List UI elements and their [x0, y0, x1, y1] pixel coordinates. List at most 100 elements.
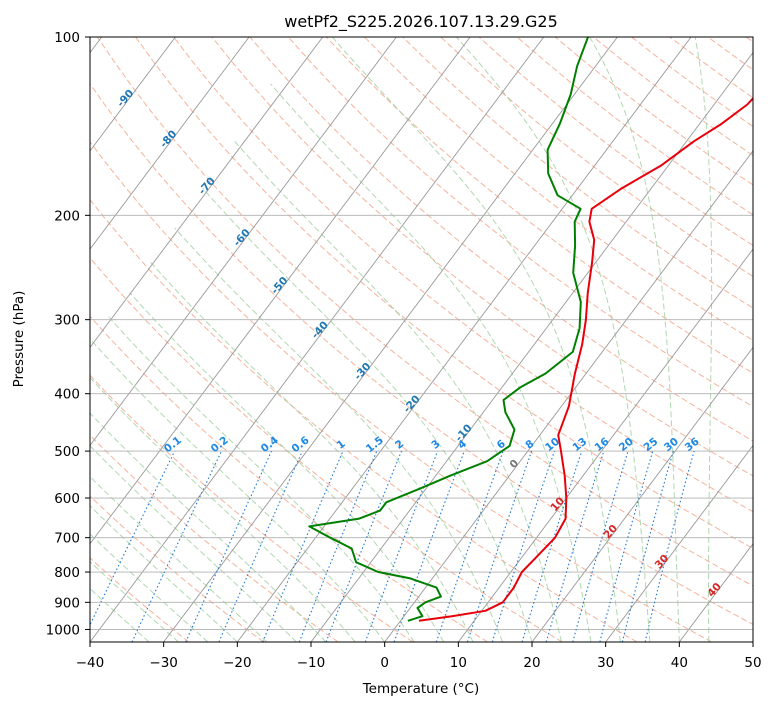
isotherm-line — [90, 37, 397, 447]
mixing-ratio-label: 3 — [429, 438, 442, 452]
plot-frame — [89, 36, 754, 643]
moist-adiabat-line — [694, 37, 713, 642]
dry-adiabat-line — [90, 434, 339, 642]
mixing-ratio-line — [393, 450, 465, 642]
dry-adiabat-label: -60 — [231, 227, 253, 249]
isotherm-line — [605, 444, 753, 642]
dry-adiabat-line — [90, 198, 638, 642]
dry-adiabat-line — [96, 37, 753, 587]
dry-adiabat-line — [90, 257, 563, 642]
isotherm-line — [90, 37, 324, 349]
moist-adiabat-label: 0 — [507, 457, 521, 470]
x-tick-label: −20 — [223, 655, 252, 671]
dry-adiabat-line — [135, 37, 753, 550]
mixing-ratio-line — [435, 450, 504, 642]
dry-adiabat-line — [287, 37, 753, 408]
mixing-ratio-line — [491, 450, 555, 642]
y-tick-label: 500 — [54, 444, 80, 460]
isotherm-line — [163, 37, 618, 642]
x-tick-label: −10 — [297, 655, 326, 671]
isotherm-line — [752, 641, 753, 642]
dry-adiabat-line — [325, 37, 753, 374]
mixing-ratio-label: 8 — [523, 438, 536, 452]
dry-adiabat-line — [402, 37, 753, 309]
mixing-ratio-line — [644, 450, 695, 642]
dry-adiabat-line — [90, 315, 488, 642]
mixing-ratio-line — [131, 450, 223, 642]
isotherm-line — [90, 37, 545, 642]
x-tick-label: 30 — [597, 655, 614, 671]
chart-title: wetPf2_S225.2026.107.13.29.G25 — [284, 12, 558, 32]
isotherm-line — [236, 37, 692, 642]
x-tick-label: 20 — [523, 655, 540, 671]
y-tick-label: 200 — [54, 208, 80, 224]
mixing-ratio-label: 2 — [393, 438, 406, 452]
isotherm-line — [457, 248, 753, 642]
y-tick-label: 700 — [54, 531, 80, 547]
y-tick-label: 1000 — [46, 622, 80, 638]
moist-adiabat-line — [174, 227, 503, 642]
isotherm-line — [90, 37, 471, 545]
dry-adiabat-label: -30 — [352, 361, 374, 383]
mixing-ratio-label: 0.2 — [209, 434, 231, 455]
mixing-ratio-line — [262, 450, 344, 642]
sounding-series — [308, 37, 753, 622]
mixing-ratio-label: 1.5 — [364, 434, 386, 455]
mixing-ratio-line — [621, 450, 674, 642]
dry-adiabat-line — [440, 37, 753, 278]
y-axis-label: Pressure (hPa) — [11, 291, 27, 388]
dry-adiabat-label: -20 — [401, 393, 423, 415]
moist-adiabat-line — [90, 505, 238, 642]
x-tick-label: 40 — [671, 655, 688, 671]
mixing-ratio-line — [572, 450, 629, 642]
x-tick-label: 50 — [744, 655, 761, 671]
isotherm-line — [90, 37, 250, 250]
moist-adiabat-label: 30 — [653, 552, 672, 571]
y-tick-label: 600 — [54, 491, 80, 507]
grid-lines — [90, 37, 753, 642]
mixing-ratio-line — [185, 450, 273, 642]
dry-adiabat-line — [90, 374, 414, 642]
dewpoint-profile — [308, 37, 589, 622]
dry-adiabat-line — [364, 37, 753, 341]
isotherm-line — [678, 543, 753, 642]
mixing-ratio-line — [466, 450, 533, 642]
moist-adiabat-line — [90, 377, 356, 642]
isotherm-line — [310, 51, 753, 642]
dry-adiabat-line — [90, 140, 712, 642]
dry-adiabat-label: -80 — [158, 128, 180, 150]
dry-adiabat-label: -40 — [309, 319, 331, 341]
mixing-ratio-label: 0.4 — [259, 434, 281, 455]
dry-adiabat-line — [90, 557, 190, 642]
moist-adiabat-line — [90, 475, 268, 642]
dry-adiabat-line — [211, 37, 753, 477]
y-tick-label: 800 — [54, 565, 80, 581]
y-tick-label: 300 — [54, 313, 80, 329]
moist-adiabat-line — [589, 37, 680, 642]
moist-adiabat-line — [90, 339, 386, 642]
moist-adiabat-line — [90, 412, 327, 642]
moist-adiabat-line — [90, 560, 179, 642]
dry-adiabat-line — [745, 37, 753, 43]
y-tick-label: 100 — [54, 30, 80, 46]
dry-adiabat-label: -90 — [115, 87, 137, 109]
moist-adiabat-line — [129, 292, 445, 642]
dry-adiabat-line — [90, 495, 264, 642]
moist-adiabat-line — [107, 314, 415, 642]
mixing-ratio-label: 0.1 — [162, 434, 184, 455]
mixing-ratio-line — [545, 450, 605, 642]
moist-adiabat-label: 40 — [705, 581, 724, 600]
mixing-ratio-line — [218, 450, 303, 642]
x-tick-label: −30 — [149, 655, 178, 671]
x-tick-label: 10 — [450, 655, 467, 671]
mixing-ratio-line — [325, 450, 403, 642]
temperature-profile — [418, 96, 753, 622]
x-tick-label: −40 — [76, 655, 105, 671]
moist-adiabat-line — [90, 533, 209, 642]
dry-adiabat-line — [707, 37, 753, 71]
moist-adiabat-line — [331, 37, 621, 642]
y-tick-label: 400 — [54, 387, 80, 403]
mixing-ratio-line — [599, 450, 654, 642]
moist-adiabat-line — [202, 187, 533, 642]
isotherm-line — [531, 346, 753, 642]
